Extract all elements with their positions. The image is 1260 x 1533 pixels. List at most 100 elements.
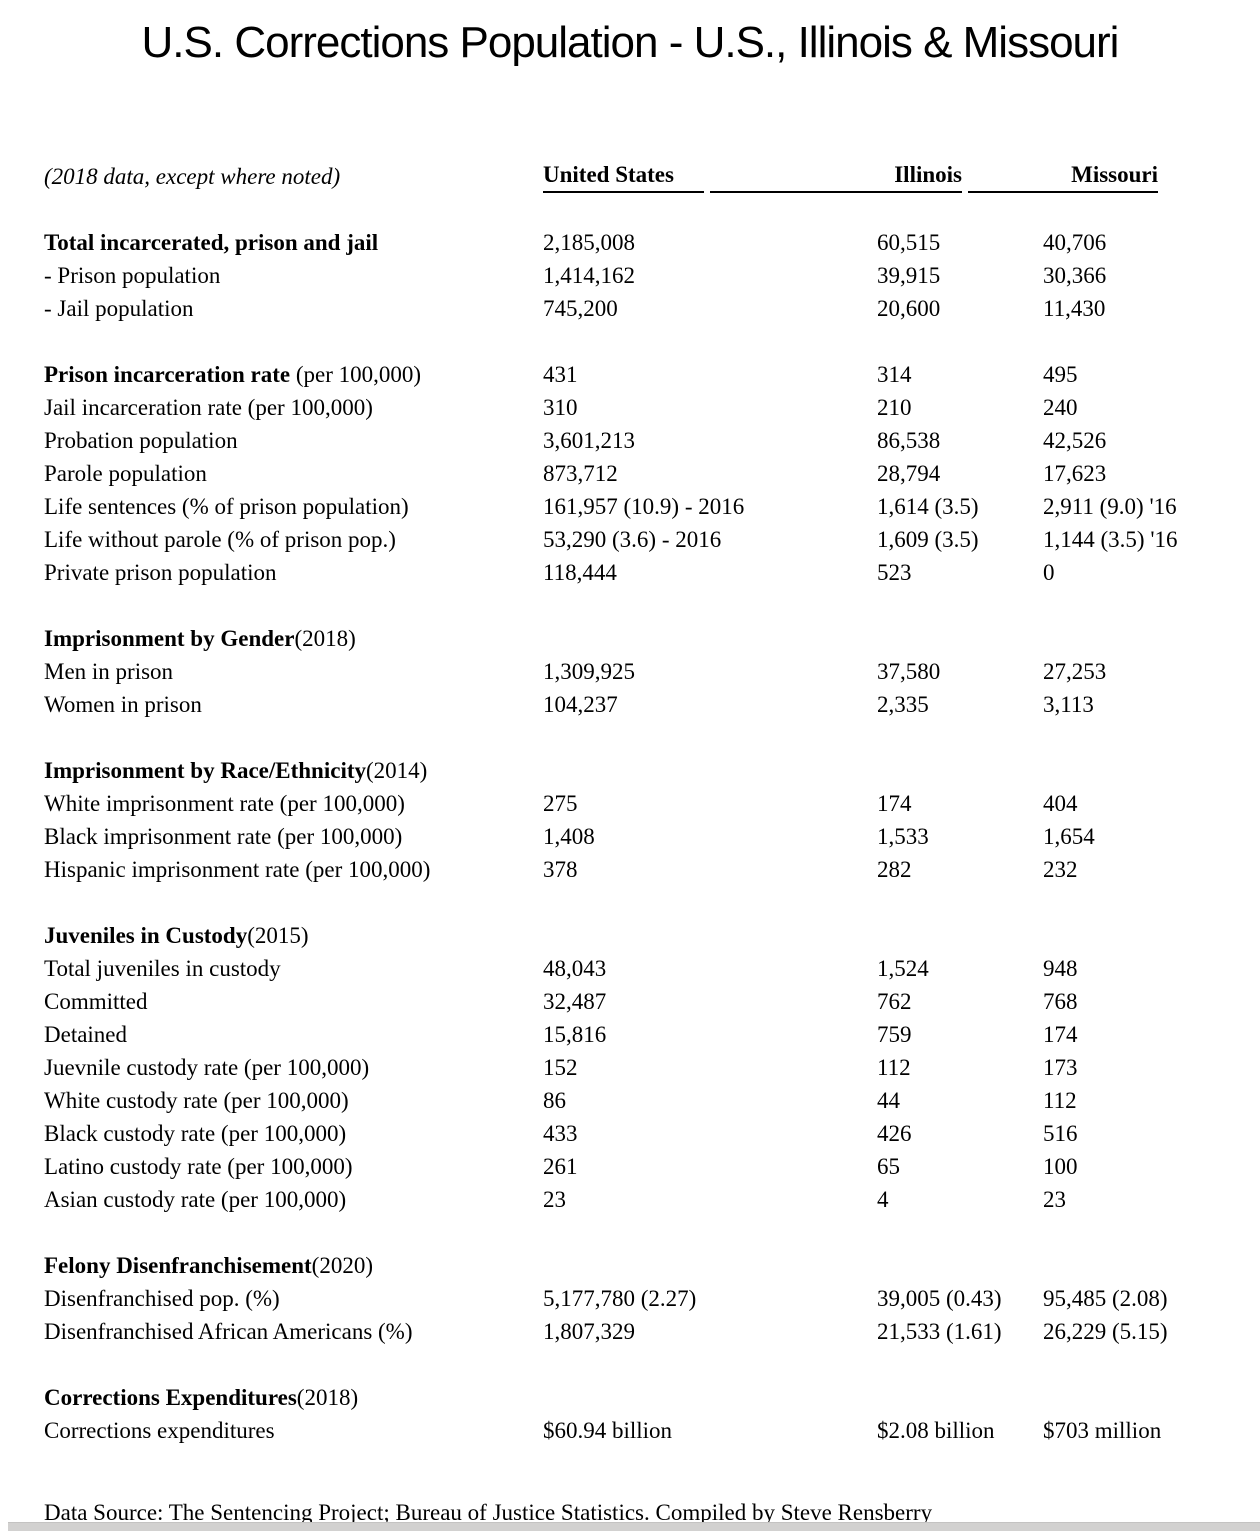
row-label-text: Latino custody rate (per 100,000) bbox=[44, 1154, 353, 1179]
table-row: Juevnile custody rate (per 100,000) 152 … bbox=[44, 1051, 1230, 1084]
section-gender: Imprisonment by Gender (2018) Men in pri… bbox=[44, 622, 1230, 721]
row-label-text: Life sentences (% of prison population) bbox=[44, 494, 409, 519]
table-row: Men in prison 1,309,925 37,580 27,253 bbox=[44, 655, 1230, 688]
value-missouri: 1,654 bbox=[1043, 824, 1095, 849]
section-heading: Imprisonment by Gender (2018) bbox=[44, 622, 1230, 655]
row-label: Total incarcerated, prison and jail bbox=[44, 226, 543, 259]
value-us: 104,237 bbox=[543, 692, 618, 717]
table-row: Latino custody rate (per 100,000) 261 65… bbox=[44, 1150, 1230, 1183]
data-year-note: (2018 data, except where noted) bbox=[44, 164, 341, 189]
value-illinois: 174 bbox=[877, 791, 912, 816]
section-heading-year: (2020) bbox=[311, 1253, 373, 1278]
table-row: White imprisonment rate (per 100,000) 27… bbox=[44, 787, 1230, 820]
row-label: Prison incarceration rate (per 100,000) bbox=[44, 358, 543, 391]
value-missouri: 174 bbox=[1043, 1022, 1078, 1047]
row-label-text: Black custody rate (per 100,000) bbox=[44, 1121, 347, 1146]
section-total-incarcerated: Total incarcerated, prison and jail 2,18… bbox=[44, 226, 1230, 325]
value-illinois: 21,533 (1.61) bbox=[877, 1319, 1002, 1344]
row-label: Private prison population bbox=[44, 556, 543, 589]
row-label: Parole population bbox=[44, 457, 543, 490]
row-label-text: Asian custody rate (per 100,000) bbox=[44, 1187, 347, 1212]
row-label: White imprisonment rate (per 100,000) bbox=[44, 787, 543, 820]
value-missouri: 404 bbox=[1043, 791, 1078, 816]
section-heading-bold: Imprisonment by Race/Ethnicity bbox=[44, 758, 366, 783]
table-row: - Prison population 1,414,162 39,915 30,… bbox=[44, 259, 1230, 292]
value-us: 86 bbox=[543, 1088, 566, 1113]
table-row: Probation population 3,601,213 86,538 42… bbox=[44, 424, 1230, 457]
value-illinois: 762 bbox=[877, 989, 912, 1014]
table-row: Life without parole (% of prison pop.) 5… bbox=[44, 523, 1230, 556]
row-label-text: Detained bbox=[44, 1022, 128, 1047]
value-illinois: 426 bbox=[877, 1121, 912, 1146]
section-heading-year: (2018) bbox=[296, 1385, 359, 1410]
row-label: Asian custody rate (per 100,000) bbox=[44, 1183, 543, 1216]
row-label: Women in prison bbox=[44, 688, 543, 721]
row-label-text: Men in prison bbox=[44, 659, 174, 684]
row-label: Black custody rate (per 100,000) bbox=[44, 1117, 543, 1150]
row-label-bold: Total incarcerated, prison and jail bbox=[44, 230, 379, 255]
value-missouri: 768 bbox=[1043, 989, 1078, 1014]
row-label-text: Disenfranchised pop. (%) bbox=[44, 1286, 280, 1311]
row-label: Latino custody rate (per 100,000) bbox=[44, 1150, 543, 1183]
value-missouri: 26,229 (5.15) bbox=[1043, 1319, 1168, 1344]
row-label-text: Probation population bbox=[44, 428, 238, 453]
value-missouri: 30,366 bbox=[1043, 263, 1107, 288]
section-race-ethnicity: Imprisonment by Race/Ethnicity (2014) Wh… bbox=[44, 754, 1230, 886]
value-illinois: 314 bbox=[877, 362, 912, 387]
row-label-text: Private prison population bbox=[44, 560, 277, 585]
table-header-row: (2018 data, except where noted) United S… bbox=[44, 160, 1230, 193]
value-us: 433 bbox=[543, 1121, 578, 1146]
value-us: 2,185,008 bbox=[543, 230, 635, 255]
value-illinois: 1,614 (3.5) bbox=[877, 494, 979, 519]
table-row: Total incarcerated, prison and jail 2,18… bbox=[44, 226, 1230, 259]
section-expenditures: Corrections Expenditures (2018) Correcti… bbox=[44, 1381, 1230, 1447]
row-label-text: Corrections expenditures bbox=[44, 1418, 275, 1443]
table-row: Disenfranchised African Americans (%) 1,… bbox=[44, 1315, 1230, 1348]
row-label-text: Hispanic imprisonment rate (per 100,000) bbox=[44, 857, 431, 882]
value-illinois: 112 bbox=[877, 1055, 911, 1080]
value-us: $60.94 billion bbox=[543, 1418, 673, 1443]
table-row: White custody rate (per 100,000) 86 44 1… bbox=[44, 1084, 1230, 1117]
row-label: - Prison population bbox=[44, 259, 543, 292]
section-heading: Juveniles in Custody (2015) bbox=[44, 919, 1230, 952]
section-disenfranchisement: Felony Disenfranchisement (2020) Disenfr… bbox=[44, 1249, 1230, 1348]
row-label: Jail incarceration rate (per 100,000) bbox=[44, 391, 543, 424]
value-missouri: 112 bbox=[1043, 1088, 1077, 1113]
value-illinois: $2.08 billion bbox=[877, 1418, 995, 1443]
value-illinois: 759 bbox=[877, 1022, 912, 1047]
row-label: Men in prison bbox=[44, 655, 543, 688]
section-heading-year: (2015) bbox=[247, 923, 309, 948]
row-label: - Jail population bbox=[44, 292, 543, 325]
row-label: Disenfranchised pop. (%) bbox=[44, 1282, 543, 1315]
row-label: Disenfranchised African Americans (%) bbox=[44, 1315, 543, 1348]
value-missouri: 1,144 (3.5) '16 bbox=[1043, 527, 1178, 552]
row-label-bold: Prison incarceration rate bbox=[44, 362, 291, 387]
value-us: 152 bbox=[543, 1055, 578, 1080]
value-missouri: 40,706 bbox=[1043, 230, 1107, 255]
value-us: 275 bbox=[543, 791, 578, 816]
value-us: 3,601,213 bbox=[543, 428, 635, 453]
table-row: Life sentences (% of prison population) … bbox=[44, 490, 1230, 523]
value-missouri: 23 bbox=[1043, 1187, 1066, 1212]
value-missouri: 27,253 bbox=[1043, 659, 1107, 684]
row-label-text: Women in prison bbox=[44, 692, 202, 717]
value-illinois: 65 bbox=[877, 1154, 900, 1179]
table-row: Disenfranchised pop. (%) 5,177,780 (2.27… bbox=[44, 1282, 1230, 1315]
value-missouri: 11,430 bbox=[1043, 296, 1106, 321]
table-row: Jail incarceration rate (per 100,000) 31… bbox=[44, 391, 1230, 424]
table-row: Total juveniles in custody 48,043 1,524 … bbox=[44, 952, 1230, 985]
value-illinois: 1,524 bbox=[877, 956, 929, 981]
row-label-text: Committed bbox=[44, 989, 148, 1014]
value-illinois: 44 bbox=[877, 1088, 900, 1113]
value-us: 32,487 bbox=[543, 989, 607, 1014]
section-heading: Imprisonment by Race/Ethnicity (2014) bbox=[44, 754, 1230, 787]
value-missouri: 3,113 bbox=[1043, 692, 1094, 717]
section-heading-bold: Juveniles in Custody bbox=[44, 923, 248, 948]
section-heading-year: (2018) bbox=[294, 626, 356, 651]
value-us: 261 bbox=[543, 1154, 578, 1179]
row-label: Hispanic imprisonment rate (per 100,000) bbox=[44, 853, 543, 886]
row-label-text: Life without parole (% of prison pop.) bbox=[44, 527, 396, 552]
value-illinois: 37,580 bbox=[877, 659, 941, 684]
value-missouri: 2,911 (9.0) '16 bbox=[1043, 494, 1177, 519]
table-row: Corrections expenditures $60.94 billion … bbox=[44, 1414, 1230, 1447]
